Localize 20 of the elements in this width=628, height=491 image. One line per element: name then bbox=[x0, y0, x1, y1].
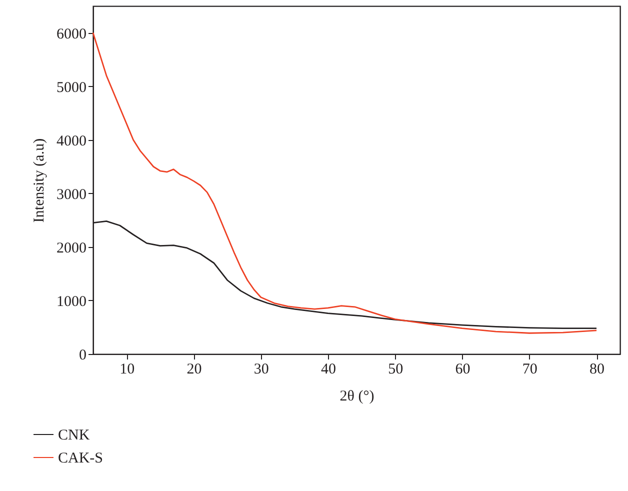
x-tick-label: 30 bbox=[254, 362, 269, 378]
x-tick-label: 70 bbox=[522, 362, 538, 378]
x-axis-title: 2θ (°) bbox=[340, 388, 374, 404]
y-tick-label: 3000 bbox=[56, 186, 86, 203]
line-series bbox=[92, 32, 598, 334]
x-tick-label: 10 bbox=[120, 362, 135, 378]
x-tick-label: 60 bbox=[455, 362, 470, 378]
y-tick-label: 6000 bbox=[56, 26, 86, 42]
y-tick-label: 0 bbox=[79, 348, 86, 364]
x-tick-label: 40 bbox=[320, 362, 336, 378]
y-tick-label: 4000 bbox=[56, 133, 86, 150]
y-tick-label: 2000 bbox=[56, 240, 86, 256]
y-tick-label: 1000 bbox=[56, 294, 86, 310]
x-tick-label: 80 bbox=[590, 362, 605, 378]
y-axis-title: Intensity (a.u) bbox=[32, 138, 48, 223]
legend-label: CAK-S bbox=[58, 450, 104, 466]
legend-label: CNK bbox=[58, 428, 90, 444]
x-tick-label: 20 bbox=[186, 362, 202, 378]
y-tick-label: 5000 bbox=[56, 80, 86, 96]
x-tick-label: 50 bbox=[388, 362, 404, 378]
